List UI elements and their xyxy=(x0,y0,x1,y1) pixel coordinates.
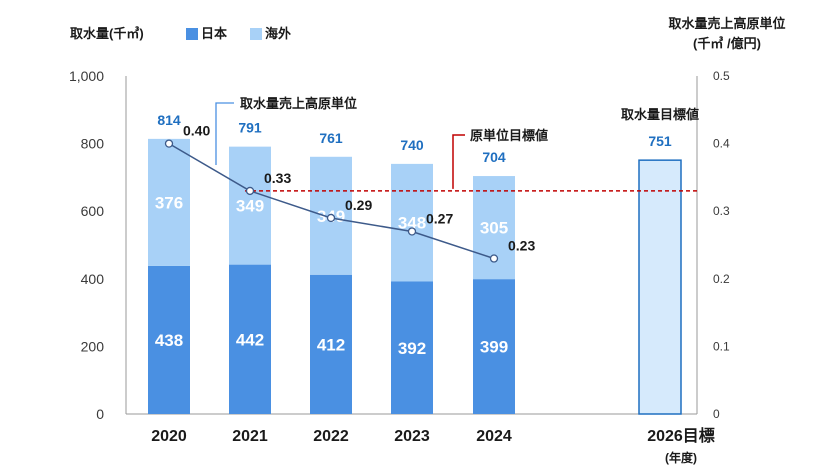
y-tick-right: 0.5 xyxy=(713,69,730,83)
y-tick-left: 0 xyxy=(96,406,104,422)
legend-japan-swatch xyxy=(186,28,198,40)
y-tick-left: 400 xyxy=(81,271,105,287)
legend-overseas-label: 海外 xyxy=(265,26,291,41)
bar-japan xyxy=(391,281,433,414)
bar-japan xyxy=(310,274,352,414)
bar-value-japan: 392 xyxy=(398,339,426,358)
bar-value-overseas: 376 xyxy=(155,193,183,212)
intensity-point xyxy=(326,213,336,223)
bar-value-japan: 438 xyxy=(155,331,183,350)
bar-japan xyxy=(148,265,190,414)
bar-value-japan: 399 xyxy=(480,338,508,357)
x-tick-label: 2020 xyxy=(151,428,187,445)
target-line-leader xyxy=(452,134,465,189)
x-tick-label: 2024 xyxy=(476,428,512,445)
x-label-target: 2026目標 xyxy=(647,426,715,445)
intensity-point xyxy=(245,186,255,196)
y-tick-right: 0.3 xyxy=(713,204,730,218)
y-tick-right: 0.1 xyxy=(713,339,730,353)
bar-value-japan: 442 xyxy=(236,330,264,349)
bar-total-label: 791 xyxy=(238,120,262,136)
bar-overseas xyxy=(229,146,271,265)
target-line-label: 原単位目標値 xyxy=(470,128,548,143)
target-bar xyxy=(638,159,682,415)
y-tick-left: 200 xyxy=(81,338,105,354)
target-bar-value: 751 xyxy=(648,133,672,149)
intensity-point xyxy=(164,139,174,148)
bar-total-label: 704 xyxy=(482,149,506,165)
bar-total-label: 814 xyxy=(157,112,181,128)
bar-overseas xyxy=(391,163,433,282)
x-tick-label: 2022 xyxy=(313,428,349,445)
intensity-value-label: 0.40 xyxy=(183,123,210,139)
bar-value-overseas: 348 xyxy=(398,214,426,233)
bar-japan xyxy=(229,264,271,414)
bar-japan xyxy=(473,279,515,414)
right-axis-unit: (千㎥ /億円) xyxy=(693,36,761,51)
intensity-point xyxy=(407,227,417,236)
intensity-line-label: 取水量売上高原単位 xyxy=(240,96,357,111)
target-bar-title: 取水量目標値 xyxy=(621,107,699,122)
intensity-value-label: 0.33 xyxy=(264,170,291,186)
y-tick-left: 600 xyxy=(81,203,105,219)
legend-japan-label: 日本 xyxy=(201,26,227,41)
intensity-point xyxy=(489,254,499,263)
x-axis-unit: (年度) xyxy=(665,450,697,465)
x-tick-label: 2021 xyxy=(232,428,268,445)
x-tick-label: 2023 xyxy=(394,428,430,445)
right-axis-title: 取水量売上高原単位 xyxy=(668,16,785,31)
y-tick-left: 800 xyxy=(81,136,105,152)
bar-value-overseas: 349 xyxy=(236,197,264,216)
bar-value-overseas: 305 xyxy=(480,219,508,238)
intensity-line-leader xyxy=(215,102,234,165)
bar-value-japan: 412 xyxy=(317,335,345,354)
intensity-value-label: 0.23 xyxy=(508,238,535,254)
legend-overseas-swatch xyxy=(250,28,262,40)
y-tick-right: 0.2 xyxy=(713,272,730,286)
bar-overseas xyxy=(148,138,190,266)
bar-total-label: 761 xyxy=(319,130,343,146)
y-tick-left: 1,000 xyxy=(69,68,104,84)
intensity-value-label: 0.29 xyxy=(345,197,372,213)
left-axis-title: 取水量(千㎥) xyxy=(70,26,144,41)
bar-total-label: 740 xyxy=(400,137,424,153)
y-tick-right: 0.4 xyxy=(713,137,730,151)
intensity-value-label: 0.27 xyxy=(426,210,453,226)
y-tick-right: 0 xyxy=(713,407,720,421)
